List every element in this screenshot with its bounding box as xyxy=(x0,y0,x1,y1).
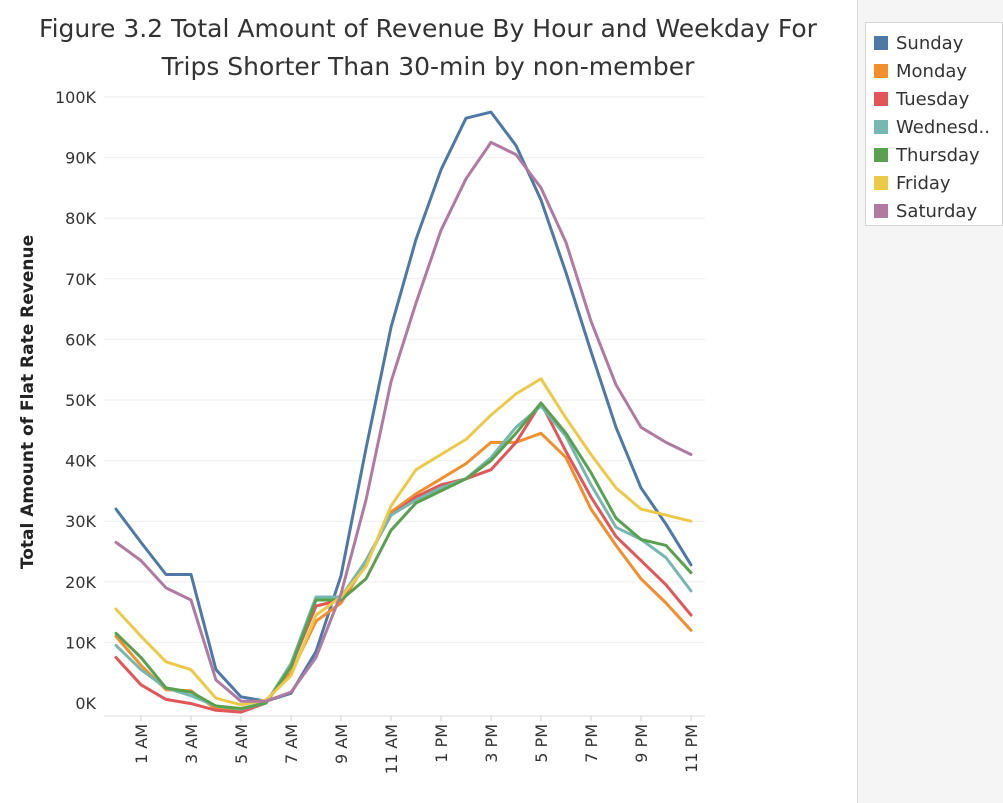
y-tick-label: 40K xyxy=(65,452,96,471)
series-line-saturday[interactable] xyxy=(114,140,693,703)
chart-title: Figure 3.2 Total Amount of Revenue By Ho… xyxy=(0,10,856,86)
legend-item-monday[interactable]: Monday xyxy=(866,57,1002,85)
legend-label: Sunday xyxy=(896,32,964,54)
legend-swatch xyxy=(874,148,888,162)
x-tick-label: 5 PM xyxy=(532,724,551,763)
chart-title-line-1: Figure 3.2 Total Amount of Revenue By Ho… xyxy=(39,14,817,43)
x-tick-label: 1 AM xyxy=(132,724,151,764)
legend: Sunday Monday Tuesday Wednesd.. Thursday Frid… xyxy=(865,22,1003,226)
y-tick-label: 50K xyxy=(65,391,96,410)
legend-label: Friday xyxy=(896,172,951,194)
legend-item-tuesday[interactable]: Tuesday xyxy=(866,85,1002,113)
x-tick-label: 11 PM xyxy=(682,724,701,773)
series-line-friday[interactable] xyxy=(114,377,693,707)
legend-swatch xyxy=(874,120,888,134)
legend-item-sunday[interactable]: Sunday xyxy=(866,29,1002,57)
legend-label: Saturday xyxy=(896,200,978,222)
x-tick-label: 9 PM xyxy=(632,724,651,763)
y-tick-label: 90K xyxy=(65,149,96,168)
series-line-monday[interactable] xyxy=(114,431,693,712)
y-tick-label: 60K xyxy=(65,330,96,349)
legend-label: Tuesday xyxy=(896,88,970,110)
series-line-wednesday[interactable] xyxy=(114,404,693,711)
y-tick-label: 100K xyxy=(55,88,97,107)
chart-title-line-2: Trips Shorter Than 30-min by non-member xyxy=(161,52,695,81)
x-tick-label: 3 AM xyxy=(182,724,201,764)
legend-item-thursday[interactable]: Thursday xyxy=(866,141,1002,169)
x-tick-label: 7 PM xyxy=(582,724,601,763)
y-axis-title: Total Amount of Flat Rate Revenue xyxy=(18,235,38,569)
x-tick-label: 11 AM xyxy=(382,724,401,774)
x-tick-label: 7 AM xyxy=(282,724,301,764)
legend-label: Thursday xyxy=(896,144,980,166)
y-tick-label: 80K xyxy=(65,209,96,228)
y-tick-label: 10K xyxy=(65,633,96,652)
line-chart: 0K 10K 20K 30K 40K 50K 60K 70K 80K 90K 100K 1 AM 3 … xyxy=(18,88,705,774)
legend-swatch xyxy=(874,204,888,218)
series-line-thursday[interactable] xyxy=(114,401,693,710)
y-tick-label: 30K xyxy=(65,512,96,531)
x-tick-label: 3 PM xyxy=(482,724,501,763)
legend-swatch xyxy=(874,92,888,106)
x-tick-label: 9 AM xyxy=(332,724,351,764)
legend-item-wednesday[interactable]: Wednesd.. xyxy=(866,113,1002,141)
legend-swatch xyxy=(874,36,888,50)
x-axis: 1 AM 3 AM 5 AM 7 AM 9 AM 11 AM 1 PM 3 PM 5 PM 7 P… xyxy=(132,716,701,774)
series-layer xyxy=(114,110,693,714)
y-axis: 0K 10K 20K 30K 40K 50K 60K 70K 80K 90K 100K xyxy=(55,88,97,713)
series-line-tuesday[interactable] xyxy=(114,401,693,714)
legend-item-saturday[interactable]: Saturday xyxy=(866,197,1002,225)
legend-label: Monday xyxy=(896,60,968,82)
y-tick-label: 70K xyxy=(65,270,96,289)
x-tick-label: 1 PM xyxy=(432,724,451,763)
grid-layer xyxy=(104,96,705,717)
legend-swatch xyxy=(874,64,888,78)
legend-item-friday[interactable]: Friday xyxy=(866,169,1002,197)
series-line-sunday[interactable] xyxy=(114,110,693,703)
y-tick-label: 0K xyxy=(75,694,96,713)
legend-pane: Sunday Monday Tuesday Wednesd.. Thursday Frid… xyxy=(857,0,1003,803)
legend-swatch xyxy=(874,176,888,190)
y-tick-label: 20K xyxy=(65,573,96,592)
legend-label: Wednesd.. xyxy=(896,116,990,138)
x-tick-label: 5 AM xyxy=(232,724,251,764)
